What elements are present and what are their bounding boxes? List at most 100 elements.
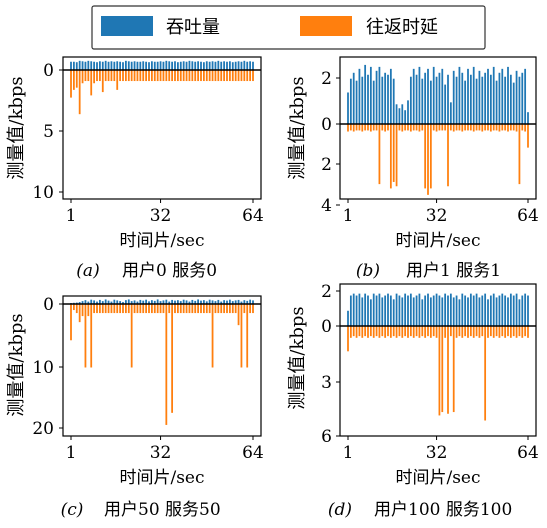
rtt-bar	[174, 70, 176, 82]
throughput-bar	[512, 295, 515, 326]
rtt-bar	[127, 70, 130, 82]
throughput-bar	[162, 61, 165, 70]
rtt-bar	[75, 304, 78, 314]
rtt-bar	[495, 124, 498, 131]
rtt-bar	[87, 304, 90, 317]
rtt-bar	[461, 124, 464, 132]
rtt-bar	[148, 304, 150, 314]
throughput-bar	[133, 61, 136, 70]
throughput-bar	[87, 301, 90, 304]
rtt-bar	[124, 70, 127, 82]
throughput-bar	[415, 295, 418, 326]
rtt-bar	[211, 304, 214, 368]
throughput-bar	[130, 61, 133, 70]
throughput-bar	[72, 61, 75, 70]
throughput-bar	[467, 297, 469, 326]
rtt-bar	[352, 124, 355, 132]
rtt-bar	[185, 304, 188, 314]
throughput-bar	[249, 299, 252, 304]
throughput-bar	[84, 61, 87, 70]
rtt-bar	[136, 70, 139, 82]
rtt-bar	[171, 70, 174, 82]
rtt-bar	[464, 326, 467, 337]
throughput-bar	[358, 68, 361, 124]
throughput-bar	[361, 76, 364, 124]
throughput-bar	[492, 293, 495, 326]
throughput-bar	[409, 76, 412, 124]
rtt-bar	[217, 70, 220, 82]
rtt-bar	[139, 70, 142, 82]
rtt-bar	[205, 70, 208, 82]
plot-frame	[62, 56, 262, 200]
throughput-bar	[364, 64, 367, 124]
rtt-bar	[101, 70, 104, 93]
rtt-bar	[179, 304, 182, 314]
x-tick-label: 32	[150, 443, 172, 463]
throughput-bar	[217, 299, 220, 304]
rtt-bar	[110, 70, 113, 82]
rtt-bar	[197, 70, 200, 82]
rtt-bar	[507, 326, 509, 337]
throughput-bar	[223, 300, 226, 304]
throughput-bar	[398, 108, 401, 124]
throughput-bar	[515, 70, 518, 124]
throughput-bar	[427, 293, 429, 326]
rtt-bar	[407, 326, 409, 338]
rtt-bar	[156, 304, 159, 314]
rtt-bar	[165, 70, 168, 82]
throughput-bar	[409, 293, 412, 326]
rtt-bar	[162, 70, 165, 82]
rtt-bar	[249, 304, 252, 314]
throughput-bar	[113, 61, 116, 70]
plot-frame	[339, 283, 537, 437]
throughput-bar	[375, 70, 378, 124]
throughput-bar	[231, 301, 234, 304]
rtt-bar	[392, 124, 395, 182]
rtt-bar	[228, 304, 231, 314]
rtt-bar	[200, 70, 202, 82]
throughput-bar	[98, 61, 101, 70]
throughput-bar	[176, 300, 179, 304]
rtt-bar	[347, 124, 349, 132]
rtt-bar	[355, 326, 358, 338]
rtt-bar	[220, 304, 223, 314]
rtt-bar	[401, 124, 404, 132]
rtt-bar	[243, 70, 246, 82]
throughput-bar	[367, 74, 369, 124]
rtt-bar	[452, 326, 455, 413]
throughput-bar	[185, 61, 188, 70]
rtt-bar	[142, 70, 145, 82]
throughput-bar	[412, 68, 415, 124]
rtt-bar	[223, 70, 226, 82]
throughput-bar	[101, 61, 104, 70]
rtt-bar	[432, 124, 435, 131]
rtt-bar	[389, 326, 392, 338]
y-tick-label: 4	[321, 196, 332, 216]
rtt-bar	[372, 326, 375, 338]
throughput-bar	[455, 295, 458, 326]
throughput-bar	[176, 62, 179, 70]
throughput-bar	[429, 297, 432, 326]
rtt-bar	[156, 70, 159, 82]
throughput-bar	[208, 299, 211, 304]
rtt-bar	[171, 304, 174, 413]
y-tick-label: 5	[43, 122, 54, 142]
rtt-bar	[512, 124, 515, 131]
y-tick-label: 20	[32, 419, 54, 439]
chart-panel: 2 0 3 61 32 64 时间片/sec 测量值/kbps (d) 用户100 服务100	[287, 282, 539, 520]
throughput-bar	[249, 61, 252, 70]
throughput-bar	[349, 78, 352, 124]
rtt-bar	[392, 326, 395, 337]
throughput-bar	[70, 61, 72, 70]
panel-tag: (d)	[328, 500, 352, 520]
chart-panel: 0 5 10 1 32 64 时间片/sec 测量值/kbps (a) 用户0 服务0	[6, 56, 264, 281]
rtt-bar	[96, 70, 98, 82]
rtt-bar	[441, 124, 444, 131]
rtt-bar	[191, 304, 194, 314]
throughput-bar	[518, 299, 521, 326]
rtt-bar	[438, 326, 441, 416]
rtt-bar	[444, 326, 447, 338]
throughput-bar	[347, 92, 349, 124]
rtt-bar	[217, 304, 220, 314]
rtt-bar	[240, 70, 243, 82]
